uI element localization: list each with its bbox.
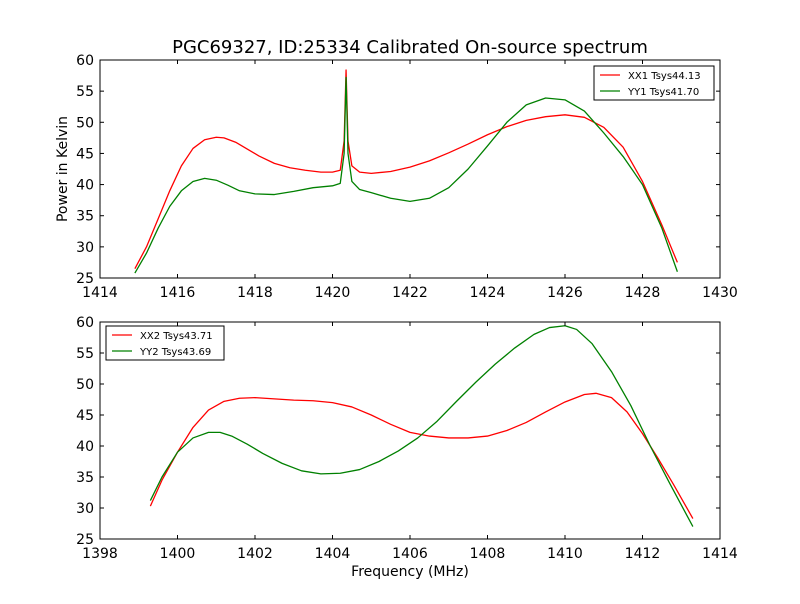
legend-label: XX1 Tsys44.13 [628, 71, 701, 82]
x-tick-label: 1430 [702, 285, 738, 301]
x-tick-label: 1416 [160, 285, 196, 301]
x-tick-label: 1398 [82, 546, 118, 562]
y-axis-label: Power in Kelvin [55, 116, 71, 222]
y-tick-label: 35 [76, 209, 94, 225]
subplot-1: 1414 1416 1418 1420 1422 1424 1426 1428 1430 25 30… [55, 53, 738, 301]
legend-label: XX2 Tsys43.71 [140, 331, 213, 342]
x-tick-label: 1406 [392, 546, 428, 562]
series-line-2-2 [149, 325, 694, 527]
x-tick-label: 1410 [547, 546, 583, 562]
x-tick-label: 1408 [470, 546, 506, 562]
x-tick-label: 1428 [625, 285, 661, 301]
x-tick-label: 1420 [315, 285, 351, 301]
x-tick-label: 1418 [237, 285, 273, 301]
x-tick-label: 1414 [82, 285, 118, 301]
legend-2: XX2 Tsys43.71 YY2 Tsys43.69 [105, 325, 225, 361]
y-tick-label: 30 [76, 501, 94, 517]
series-line-2-1 [149, 392, 694, 519]
y-tick-label: 45 [76, 146, 94, 162]
y-tick-label: 50 [76, 115, 94, 131]
x-tick-label: 1424 [470, 285, 506, 301]
x-tick-label: 1400 [160, 546, 196, 562]
y-tick-label: 55 [76, 346, 94, 362]
series-line-1-2 [134, 76, 678, 274]
y-tick-label: 30 [76, 240, 94, 256]
y-tick-label: 40 [76, 178, 94, 194]
subplot-2: 1398 1400 1402 1404 1406 1408 1410 1412 1414 25 30… [76, 315, 738, 580]
legend-frame [593, 65, 715, 101]
x-tick-label: 1414 [702, 546, 738, 562]
y-tick-label: 40 [76, 439, 94, 455]
y-tick-label: 50 [76, 377, 94, 393]
x-axis-label: Frequency (MHz) [351, 564, 469, 580]
y-tick-label: 60 [76, 53, 94, 69]
y-tick-label: 60 [76, 315, 94, 331]
legend-label: YY1 Tsys41.70 [627, 87, 699, 98]
x-tick-label: 1422 [392, 285, 428, 301]
y-tick-label: 55 [76, 84, 94, 100]
y-tick-label: 35 [76, 470, 94, 486]
y-tick-label: 25 [76, 532, 94, 548]
legend-1: XX1 Tsys44.13 YY1 Tsys41.70 [593, 65, 715, 101]
legend-label: YY2 Tsys43.69 [139, 347, 211, 358]
x-tick-label: 1412 [625, 546, 661, 562]
figure-title: PGC69327, ID:25334 Calibrated On-source … [172, 37, 648, 58]
x-tick-label: 1426 [547, 285, 583, 301]
x-tick-label: 1404 [315, 546, 351, 562]
y-tick-label: 45 [76, 408, 94, 424]
y-tick-label: 25 [76, 271, 94, 287]
x-tick-label: 1402 [237, 546, 273, 562]
legend-frame [105, 325, 225, 361]
